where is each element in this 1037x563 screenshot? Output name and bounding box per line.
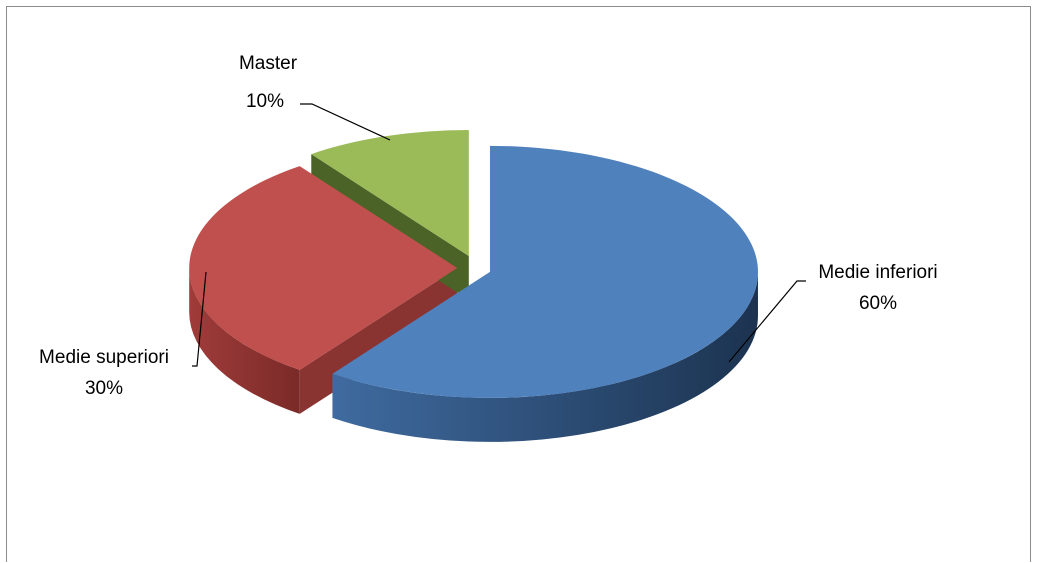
label-medie-inferiori-name: Medie inferiori — [818, 262, 937, 283]
slice-medie-superiori — [189, 166, 458, 370]
slice-tops — [189, 130, 758, 398]
slice-side-medie-superiori — [189, 268, 300, 414]
leader-line-medie-superiori — [192, 271, 207, 367]
label-master-value: 10% — [246, 91, 284, 112]
leader-line-medie-inferiori — [728, 280, 806, 363]
label-medie-inferiori-value: 60% — [859, 293, 897, 314]
slice-medie-inferiori — [332, 145, 758, 398]
label-master-name: Master — [239, 53, 298, 74]
label-medie-superiori-value: 30% — [85, 378, 123, 399]
chart-area — [6, 6, 1031, 562]
slice-side-medie-inferiori — [332, 271, 758, 442]
label-medie-superiori-name: Medie superiori — [39, 347, 169, 368]
leader-line-master — [300, 103, 391, 141]
slice-master — [311, 130, 469, 257]
